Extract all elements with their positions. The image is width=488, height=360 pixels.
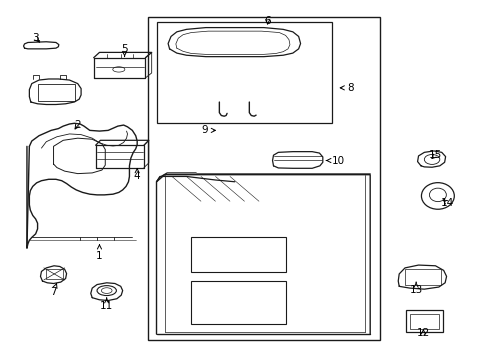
Text: 6: 6 (264, 15, 270, 26)
Text: 2: 2 (74, 120, 81, 130)
Text: 5: 5 (121, 44, 128, 57)
Bar (156, 22, 331, 123)
Text: 8: 8 (340, 83, 353, 93)
Text: 3: 3 (32, 33, 39, 43)
Bar (406, 310, 442, 332)
Text: 7: 7 (50, 284, 57, 297)
Text: 14: 14 (440, 198, 453, 208)
Text: 11: 11 (100, 298, 113, 311)
Text: 1: 1 (96, 245, 102, 261)
Text: 12: 12 (416, 328, 429, 338)
Text: 9: 9 (201, 125, 215, 135)
Bar (46, 269, 63, 279)
Text: 15: 15 (428, 150, 441, 160)
Bar (38, 84, 75, 101)
Text: 10: 10 (326, 156, 345, 166)
Bar (147, 17, 379, 339)
Text: 4: 4 (134, 168, 140, 181)
Bar (409, 314, 438, 329)
Bar (191, 237, 285, 272)
Bar (191, 281, 285, 324)
Text: 13: 13 (408, 282, 422, 295)
Bar (404, 269, 440, 284)
